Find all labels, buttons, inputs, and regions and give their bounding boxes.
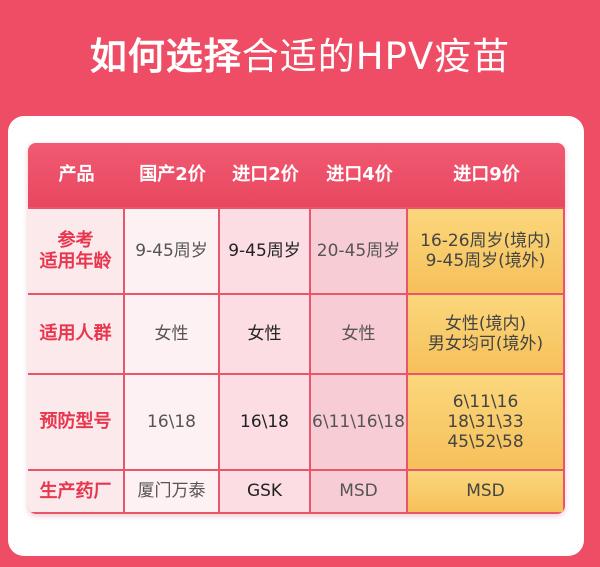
cell-line: 9-45周岁: [135, 240, 208, 261]
cell-line: 女性: [154, 323, 189, 344]
cell-line: 参考: [57, 229, 94, 251]
header-import-9v: 进口9价: [408, 143, 565, 207]
cell-line: 6\11\16\18: [312, 411, 405, 432]
cell-line: 预防型号: [39, 411, 112, 433]
title-regular: 合适的HPV疫苗: [241, 35, 511, 78]
cell-types-cn-2v: 16\18: [125, 375, 218, 469]
row-label-age: 参考 适用年龄: [28, 209, 123, 293]
cell-line: 6\11\16: [452, 391, 519, 412]
cell-types-import-9v: 6\11\16 18\31\33 45\52\58: [408, 375, 563, 469]
cell-age-import-4v: 20-45周岁: [311, 209, 406, 293]
cell-line: 厦门万泰: [137, 481, 206, 502]
cell-age-import-9v: 16-26周岁(境内) 9-45周岁(境外): [408, 209, 563, 293]
header-cn-2v: 国产2价: [125, 143, 220, 207]
cell-population-import-4v: 女性: [311, 295, 406, 373]
row-label-population: 适用人群: [28, 295, 123, 373]
hpv-vaccine-comparison-table: 产品 国产2价 进口2价 进口4价 进口9价参考 适用年龄 9-45周岁 9-45周岁 20-4…: [28, 143, 565, 514]
cell-line: 适用年龄: [39, 251, 112, 272]
cell-age-cn-2v: 9-45周岁: [125, 209, 218, 293]
cell-line: 20-45周岁: [316, 240, 401, 261]
cell-line: 45\52\58: [447, 432, 524, 453]
cell-line: 适用人群: [39, 323, 112, 345]
cell-line: 女性(境内): [444, 313, 527, 334]
cell-line: 女性: [341, 323, 376, 344]
cell-line: 女性: [247, 323, 282, 344]
cell-population-import-2v: 女性: [220, 295, 309, 373]
cell-line: GSK: [246, 481, 283, 502]
header-import-2v: 进口2价: [220, 143, 311, 207]
header-import-4v: 进口4价: [311, 143, 408, 207]
cell-line: 生产药厂: [39, 480, 112, 502]
cell-line: 16\18: [147, 411, 196, 432]
cell-line: 16\18: [240, 411, 289, 432]
page-title: 如何选择合适的HPV疫苗: [0, 26, 600, 80]
cell-line: 16-26周岁(境内): [420, 230, 551, 251]
row-label-manufacturer: 生产药厂: [28, 471, 123, 512]
cell-line: 9-45周岁(境外): [425, 251, 546, 271]
cell-population-import-9v: 女性(境内) 男女均可(境外): [408, 295, 563, 373]
cell-line: 男女均可(境外): [427, 334, 544, 354]
cell-line: 18\31\33: [447, 411, 524, 432]
header-product: 产品: [28, 143, 125, 207]
cell-age-import-2v: 9-45周岁: [220, 209, 309, 293]
cell-types-import-4v: 6\11\16\18: [311, 375, 406, 469]
cell-types-import-2v: 16\18: [220, 375, 309, 469]
cell-manufacturer-import-2v: GSK: [220, 471, 309, 512]
cell-line: 9-45周岁: [228, 240, 301, 261]
cell-line: MSD: [339, 481, 378, 502]
row-label-types: 预防型号: [28, 375, 123, 469]
cell-manufacturer-cn-2v: 厦门万泰: [125, 471, 218, 512]
title-bold: 如何选择: [89, 35, 242, 78]
cell-manufacturer-import-4v: MSD: [311, 471, 406, 512]
cell-manufacturer-import-9v: MSD: [408, 471, 563, 512]
cell-line: MSD: [466, 481, 505, 502]
cell-population-cn-2v: 女性: [125, 295, 218, 373]
